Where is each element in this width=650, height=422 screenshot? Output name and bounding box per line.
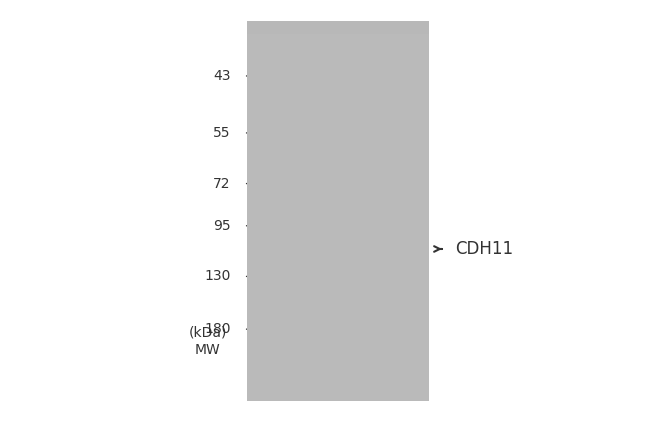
Text: 55: 55 bbox=[213, 126, 231, 140]
Text: 72: 72 bbox=[213, 176, 231, 191]
Text: 43: 43 bbox=[213, 69, 231, 83]
Text: 180: 180 bbox=[204, 322, 231, 336]
Ellipse shape bbox=[291, 235, 311, 246]
Text: MW: MW bbox=[195, 343, 221, 357]
FancyBboxPatch shape bbox=[247, 21, 429, 388]
Ellipse shape bbox=[285, 220, 317, 252]
Text: CDH11: CDH11 bbox=[455, 240, 513, 258]
Text: 95: 95 bbox=[213, 219, 231, 233]
Text: 130: 130 bbox=[204, 269, 231, 284]
Text: MCF-7: MCF-7 bbox=[339, 330, 383, 373]
Text: PC-3: PC-3 bbox=[272, 338, 307, 373]
Text: (kDa): (kDa) bbox=[188, 326, 228, 340]
